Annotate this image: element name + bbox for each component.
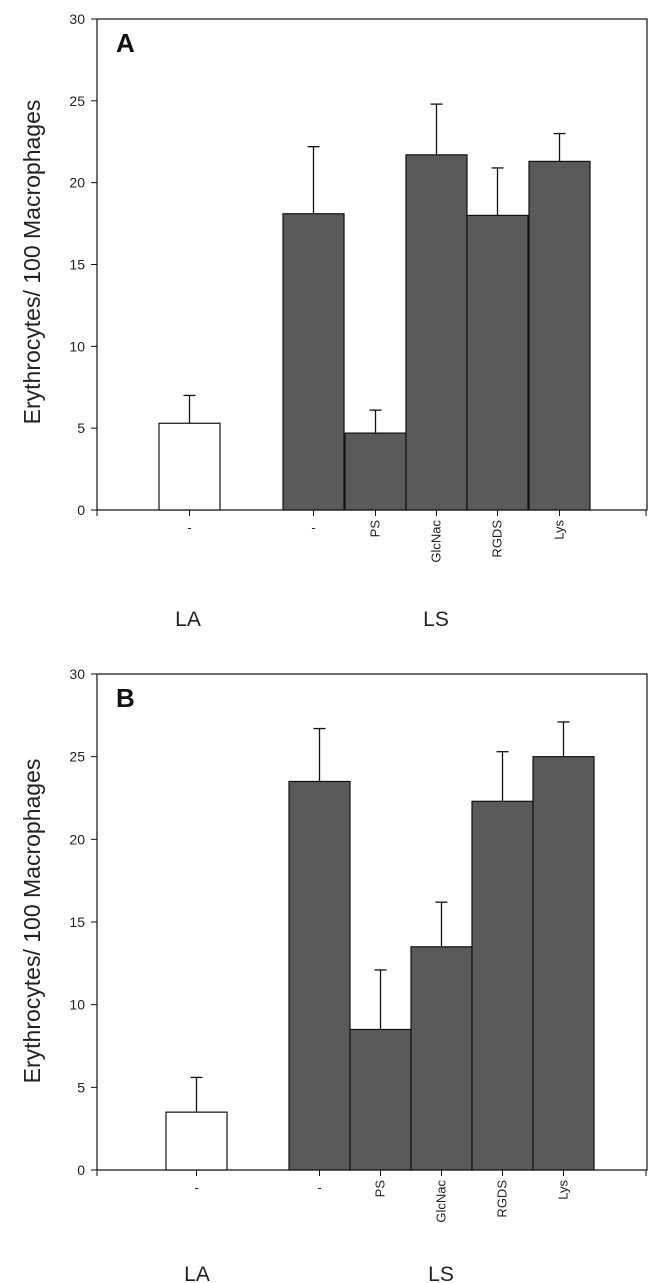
panel-0-bar-1-control	[282, 213, 345, 511]
panel-1-panel-letter: B	[116, 683, 135, 713]
panel-1-x-tick-label-1: -	[317, 1180, 321, 1195]
panel-1-y-tick-label: 10	[69, 997, 85, 1013]
panel-0-x-tick-label-4: RGDS	[490, 520, 505, 558]
panel-0-group-label-la: LA	[175, 608, 201, 631]
panel-0-x-tick-label-2: PS	[368, 520, 383, 538]
panel-0-y-tick-label: 15	[69, 257, 85, 273]
panel-0-panel-letter: A	[116, 28, 135, 58]
panel-0-x-tick-label-1: -	[311, 520, 315, 535]
panel-1-bar-3-glcnac	[410, 946, 473, 1171]
panel-0-bar-0-control	[158, 422, 221, 511]
panel-0-bar-2-ps	[344, 432, 407, 511]
panel-1-y-axis-label: Erythrocytes/ 100 Macrophages	[19, 759, 45, 1084]
panel-1-y-tick-label: 20	[69, 831, 85, 847]
panel-0-y-tick-label: 10	[69, 338, 85, 354]
panel-1-x-tick-label-5: Lys	[556, 1180, 571, 1200]
panel-0-x-tick-label-3: GlcNac	[429, 520, 444, 563]
panel-1-group-label-la: LA	[184, 1263, 210, 1283]
panel-1-bar-1-control	[288, 780, 351, 1171]
panel-0-bar-5-lys	[528, 160, 591, 511]
panel-1-y-tick-label: 25	[69, 749, 85, 765]
panel-0-y-tick-label: 20	[69, 175, 85, 191]
panel-0-y-tick-label: 0	[77, 502, 85, 518]
panel-1-x-tick-label-2: PS	[373, 1180, 388, 1198]
panel-1-x-tick-label-3: GlcNac	[434, 1180, 449, 1223]
panel-1-y-tick-label: 15	[69, 914, 85, 930]
panel-1-x-tick-label-0: -	[194, 1180, 198, 1195]
panel-0-x-tick-label-5: Lys	[552, 520, 567, 540]
panel-0-group-label-ls: LS	[423, 608, 449, 631]
panel-0-y-tick-label: 25	[69, 93, 85, 109]
panel-1-bar-2-ps	[349, 1028, 412, 1171]
panel-1-bar-5-lys	[532, 756, 595, 1171]
panel-0-y-tick-label: 5	[77, 420, 85, 436]
panel-1-bar-4-rgds	[471, 800, 534, 1171]
panel-0-y-axis-label: Erythrocytes/ 100 Macrophages	[19, 100, 45, 425]
panel-0-bar-3-glcnac	[405, 154, 468, 511]
panel-0-x-tick-label-0: -	[187, 520, 191, 535]
panel-0-y-tick-label: 30	[69, 11, 85, 27]
panel-1-y-tick-label: 30	[69, 666, 85, 682]
panel-1-bar-0-control	[165, 1111, 228, 1171]
panel-1-group-label-ls: LS	[428, 1263, 454, 1283]
panel-1-y-tick-label: 5	[77, 1079, 85, 1095]
panel-0-bar-4-rgds	[466, 214, 529, 511]
panel-1-x-tick-label-4: RGDS	[495, 1180, 510, 1218]
panel-1-y-tick-label: 0	[77, 1162, 85, 1178]
